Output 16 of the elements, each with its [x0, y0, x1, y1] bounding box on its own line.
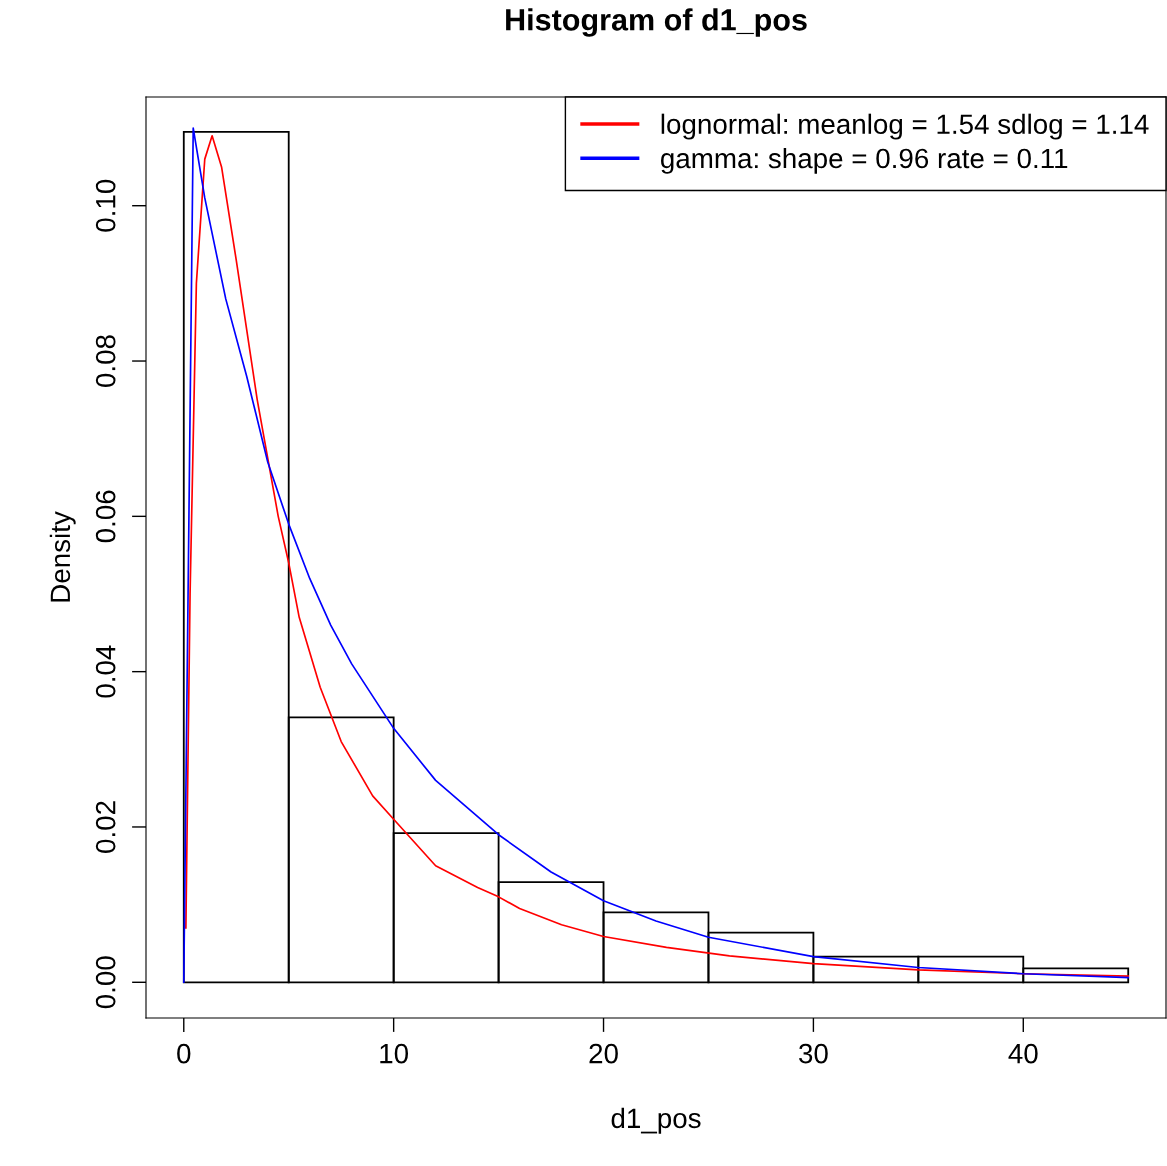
legend-label: gamma: shape = 0.96 rate = 0.11: [661, 147, 1068, 174]
y-tick-label: 0.00: [95, 956, 116, 1009]
x-axis-title: d1_pos: [611, 1107, 701, 1134]
y-axis-title: Density: [49, 511, 76, 602]
x-tick-label: 20: [589, 1043, 618, 1064]
y-tick-label: 0.02: [95, 801, 116, 853]
chart-title: Histogram of d1_pos: [506, 8, 807, 37]
x-tick-label: 10: [380, 1043, 409, 1064]
x-tick-label: 40: [1008, 1043, 1038, 1064]
y-tick-label: 0.08: [95, 335, 116, 387]
y-tick-label: 0.10: [95, 179, 116, 232]
y-tick-label: 0.06: [95, 490, 116, 543]
legend-label: lognormal: meanlog = 1.54 sdlog = 1.14: [661, 113, 1149, 140]
y-tick-label: 0.04: [95, 645, 116, 698]
x-tick-label: 30: [799, 1043, 828, 1064]
x-tick-label: 0: [177, 1043, 191, 1064]
